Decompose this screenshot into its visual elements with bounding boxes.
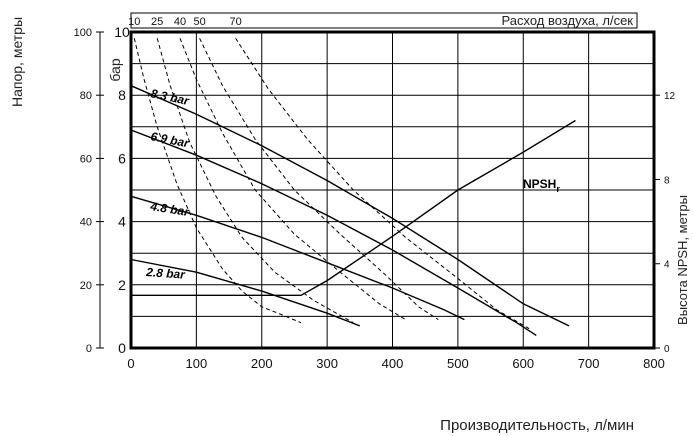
air-tick-labels: 10 25 40 50 70 [128,16,242,28]
npsh-tick-label: 12 [664,91,676,102]
npsh-tick-label: 8 [664,175,670,186]
air-tick-label: 50 [194,16,206,28]
series-label-npsh: NPSHr [523,177,560,194]
air-tick-label: 10 [128,16,140,28]
npsh-tick-labels: 0 4 8 12 [654,91,676,355]
x-tick-label: 200 [251,356,273,371]
x-tick-label: 300 [316,356,338,371]
air-curve-70 [235,38,531,330]
bar-tick-label: 4 [118,214,126,230]
air-curve-40 [179,38,406,321]
air-consumption-curves [133,38,531,330]
x-tick-label: 700 [578,356,600,371]
series-line-8-3-bar [130,85,570,327]
series-line-6-9-bar [130,129,537,336]
bar-tick-label: 6 [118,150,126,166]
meter-tick-label: 20 [80,280,92,292]
bar-tick-label: 0 [118,340,126,356]
series-line-4-8-bar [130,195,465,321]
grid [131,32,654,348]
air-curve-25 [156,38,354,324]
series-label-8-3-bar: 8.3 bar [149,86,191,108]
x-tick-labels: 0 100 200 300 400 500 600 700 800 [127,356,664,371]
x-tick-label: 0 [127,356,134,371]
x-axis-label: Производительность, л/мин [440,417,634,434]
air-tick-label: 70 [229,16,241,28]
air-tick-label: 40 [174,16,186,28]
y-axis-right-label: Высота NPSH, метры [675,195,690,325]
x-tick-label: 500 [447,356,469,371]
x-tick-label: 800 [643,356,665,371]
series-label-4-8-bar: 4.8 bar [149,199,192,219]
meter-tick-label: 100 [74,27,92,39]
bar-tick-labels: 0 2 4 6 8 10 [114,24,130,356]
meter-tick-labels: 0 20 40 60 80 100 [74,27,104,355]
x-tick-label: 400 [382,356,404,371]
meter-tick-label: 80 [80,90,92,102]
y-axis-inner-label: бар [107,58,123,81]
series-lines [130,85,576,336]
npsh-label-main: NPSH [523,177,556,191]
meter-tick-label: 60 [80,153,92,165]
series-label-2-8-bar: 2.8 bar [145,265,187,282]
series-line-2-8-bar [130,258,361,327]
x-tick-label: 100 [186,356,208,371]
top-axis-label: Расход воздуха, л/сек [502,13,634,28]
air-curve-50 [199,38,439,321]
meter-tick-label: 0 [86,343,92,355]
air-axis-box [130,12,638,29]
series-line-npshr [131,119,576,296]
bar-tick-label: 2 [118,277,126,293]
air-tick-label: 25 [151,16,163,28]
bar-tick-label: 10 [114,24,130,40]
air-curve-10 [133,38,302,324]
npsh-tick-label: 4 [664,260,670,271]
npsh-label-sub: r [556,184,560,194]
series-label-6-9-bar: 6.9 bar [149,129,191,150]
y-axis-outer-label: Напор, метры [9,17,25,107]
npsh-tick-label: 0 [664,344,670,355]
bar-tick-label: 8 [118,87,126,103]
x-tick-label: 600 [512,356,534,371]
meter-tick-label: 40 [80,217,92,229]
